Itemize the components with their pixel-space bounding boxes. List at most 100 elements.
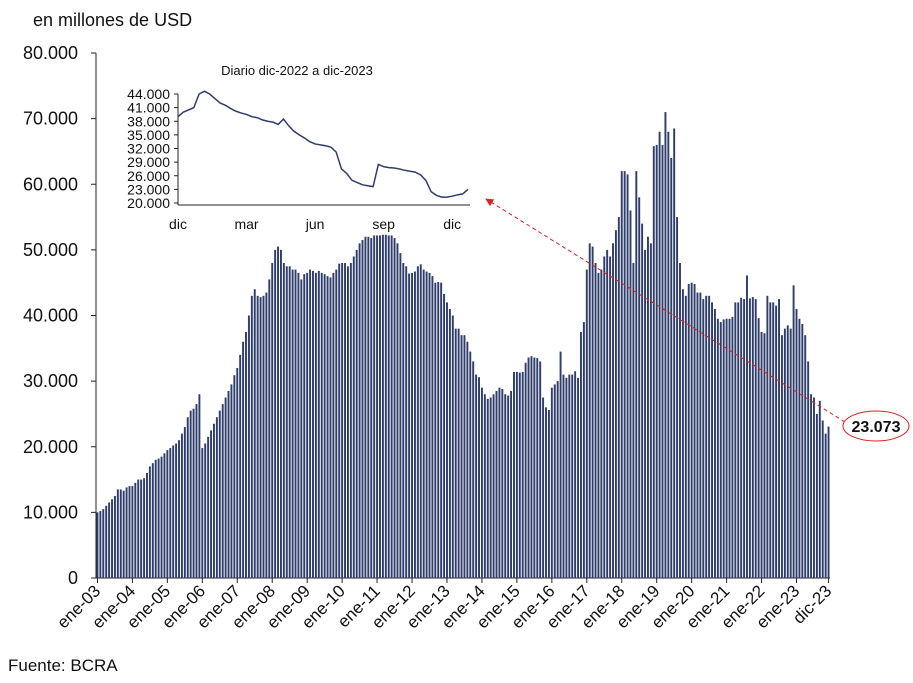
bar [294, 269, 297, 578]
bar [271, 263, 274, 578]
bar [157, 458, 160, 578]
bar [411, 272, 413, 578]
bar [594, 263, 597, 578]
bar [783, 328, 786, 578]
inset-title: Diario dic-2022 a dic-2023 [221, 63, 373, 78]
bar [425, 271, 428, 578]
bar [684, 295, 687, 578]
bar [597, 272, 600, 578]
bar [815, 413, 818, 578]
bar [690, 282, 693, 578]
bar [163, 453, 166, 578]
bar [419, 264, 422, 578]
bar [408, 273, 411, 578]
bar [338, 263, 341, 578]
bar [413, 271, 416, 578]
bar [646, 236, 649, 578]
bar [588, 243, 591, 578]
bar [358, 243, 361, 578]
inset-x-tick-label: mar [234, 216, 258, 232]
bar [119, 489, 122, 578]
bar [242, 341, 245, 578]
bar [326, 276, 329, 578]
bar [431, 276, 434, 578]
bar [140, 479, 143, 578]
bar [460, 335, 463, 578]
bar [224, 397, 227, 578]
bar [676, 217, 679, 578]
bar [180, 433, 183, 578]
bar [349, 263, 352, 578]
bar [227, 390, 230, 578]
data-label: 23.073 [852, 419, 901, 436]
bar [312, 270, 314, 578]
bar [96, 512, 99, 578]
bar [169, 448, 172, 578]
bar [708, 295, 711, 578]
bar [489, 397, 492, 578]
bar [434, 282, 437, 578]
bar [687, 284, 690, 578]
bar [673, 128, 676, 578]
bar [652, 146, 655, 578]
bar [346, 266, 349, 578]
bar [510, 390, 513, 578]
bar [381, 234, 384, 578]
bar [620, 171, 623, 578]
bar [728, 318, 731, 578]
bar [699, 292, 702, 578]
bar [469, 351, 472, 578]
bar [530, 356, 533, 578]
bar [536, 358, 539, 578]
bar [789, 328, 792, 578]
bar [719, 322, 722, 578]
inset-y-tick-label: 44.000 [127, 86, 170, 102]
bar [297, 272, 300, 578]
bar [457, 328, 460, 578]
bar [384, 234, 387, 578]
bar [603, 256, 606, 578]
bar [518, 372, 521, 578]
bar [309, 269, 312, 578]
bar [614, 230, 617, 578]
source: Fuente: BCRA [8, 656, 118, 675]
inset-y-tick-label: 35.000 [127, 127, 170, 143]
bar [428, 272, 431, 578]
bar [399, 253, 402, 578]
y-tick-label: 80.000 [23, 43, 78, 63]
bar [259, 297, 262, 578]
bar [454, 328, 457, 578]
bar [760, 331, 763, 578]
inset-y-tick-label: 38.000 [127, 113, 170, 129]
bar [437, 282, 440, 578]
bar [693, 284, 696, 578]
bar [198, 394, 201, 578]
bar [600, 269, 603, 578]
bar [108, 502, 111, 578]
bar [396, 243, 399, 578]
bar [486, 398, 489, 578]
bar [172, 445, 175, 578]
inset-x-tick-label: sep [372, 216, 395, 232]
bar [370, 238, 373, 578]
bar [472, 361, 475, 578]
bar [629, 210, 632, 578]
bar [498, 387, 501, 578]
bar [131, 486, 134, 578]
bar [661, 144, 664, 578]
bar [798, 318, 801, 578]
bar [230, 384, 233, 578]
bar [183, 427, 186, 578]
bar [746, 275, 748, 578]
bar [568, 374, 571, 578]
bar [213, 423, 215, 578]
bar [786, 325, 789, 578]
bar [128, 486, 131, 578]
y-tick-label: 50.000 [23, 240, 78, 260]
bar [635, 171, 638, 578]
bar [192, 408, 195, 578]
bar [574, 371, 577, 578]
bar [769, 302, 772, 578]
bar [256, 295, 259, 578]
bar [580, 331, 582, 578]
